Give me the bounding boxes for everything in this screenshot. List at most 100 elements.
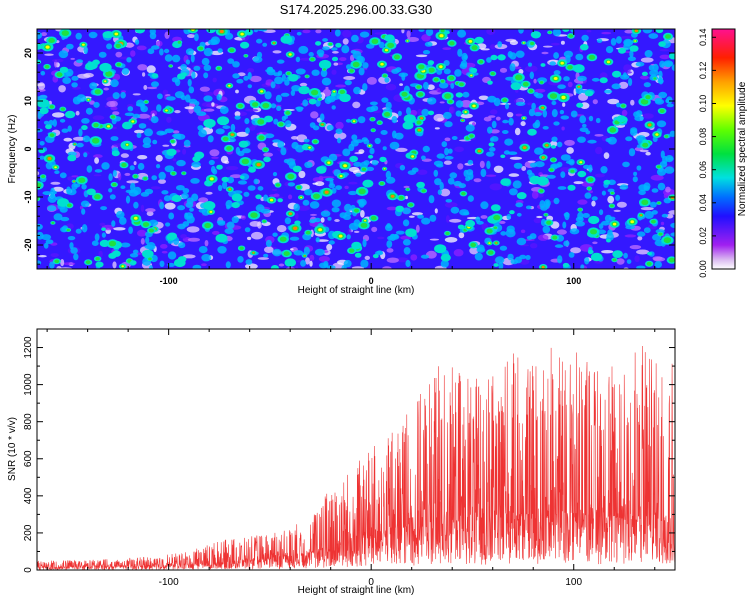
heatmap-peak [285, 210, 295, 217]
heatmap-mid-cell [421, 108, 430, 117]
heatmap-peak [618, 47, 626, 54]
heatmap-low-cell [155, 154, 163, 162]
heatmap-mid-cell [326, 95, 336, 103]
heatmap-peak-core [653, 77, 657, 80]
heatmap-mid-cell [230, 123, 236, 132]
heatmap-mid-cell [76, 142, 84, 148]
heatmap-peak [79, 41, 88, 48]
heatmap-peak-core [408, 203, 414, 207]
heatmap-mid-cell [320, 210, 331, 217]
heatmap-low-cell [377, 236, 385, 240]
heatmap-peak-ring [167, 232, 178, 240]
heatmap-peak-ring [497, 54, 506, 61]
heatmap-peak-ring [606, 238, 611, 243]
heatmap-peak-hot [634, 40, 637, 42]
heatmap-peak [666, 256, 675, 264]
heatmap-peak-hot [385, 48, 388, 52]
heatmap-low-cell [204, 240, 209, 247]
heatmap-peak [111, 150, 120, 157]
heatmap-peak [318, 121, 327, 128]
heatmap-mid-cell [491, 120, 497, 129]
heatmap-peak-core [169, 64, 173, 68]
heatmap-peak [257, 88, 266, 95]
heatmap-peak [59, 106, 67, 112]
heatmap-low-cell [143, 85, 148, 90]
heatmap-peak [468, 241, 478, 249]
heatmap-mid-cell [398, 72, 409, 78]
heatmap-low-cell [162, 144, 170, 147]
heatmap-low-cell [523, 239, 535, 241]
heatmap-peak [140, 220, 152, 229]
heatmap-peak-ring [395, 205, 405, 212]
heatmap-mid-cell [399, 164, 406, 171]
heatmap-peak-core [349, 69, 354, 73]
heatmap-peak [488, 142, 495, 147]
heatmap-low-cell [542, 45, 553, 48]
heatmap-peak-core [444, 93, 452, 99]
heatmap-peak [381, 110, 393, 119]
heatmap-peak [641, 71, 648, 77]
heatmap-low-cell [443, 160, 452, 165]
heatmap-mid-cell [111, 220, 116, 227]
heatmap-low-cell [124, 172, 131, 176]
heatmap-mid-cell [232, 73, 240, 79]
heatmap-low-cell [343, 76, 356, 80]
heatmap-low-cell [247, 68, 255, 73]
heatmap-peak [470, 67, 478, 74]
heatmap-peak-hot [308, 146, 311, 149]
heatmap-mid-cell [585, 130, 591, 135]
heatmap-mid-cell [85, 107, 93, 115]
heatmap-peak-core [49, 105, 54, 109]
heatmap-peak [239, 157, 252, 166]
heatmap-mid-cell [604, 89, 613, 94]
heatmap-peak [490, 204, 501, 212]
heatmap-peak-hot [553, 77, 558, 80]
heatmap-peak-ring [130, 260, 137, 266]
heatmap-mid-cell [636, 265, 646, 269]
heatmap-mid-cell [302, 99, 309, 107]
heatmap-mid-cell [436, 153, 445, 159]
heatmap-peak-ring [203, 118, 216, 128]
heatmap-low-cell [201, 102, 214, 108]
heatmap-mid-cell [644, 50, 653, 58]
heatmap-low-cell [230, 174, 243, 179]
heatmap-peak [387, 192, 398, 201]
heatmap-low-cell [110, 106, 118, 111]
heatmap-peak [132, 173, 139, 179]
heatmap-low-cell [234, 111, 241, 117]
heatmap-peak-ring [99, 62, 112, 73]
heatmap-peak-core [85, 260, 91, 265]
heatmap-low-cell [620, 36, 633, 39]
heatmap-mid-cell [565, 160, 575, 165]
heatmap-peak-ring [658, 41, 666, 47]
heatmap-peak [41, 42, 54, 52]
heatmap-peak-hot [560, 61, 564, 65]
heatmap-low-cell [201, 263, 207, 267]
spectrogram-ytick-label: 0 [23, 146, 33, 151]
heatmap-mid-cell [369, 101, 378, 106]
heatmap-low-cell [211, 102, 215, 107]
heatmap-peak-hot [364, 219, 367, 222]
heatmap-mid-cell [451, 136, 458, 140]
heatmap-low-cell [172, 130, 180, 134]
heatmap-peak-core [322, 68, 326, 71]
heatmap-low-cell [309, 213, 318, 216]
heatmap-mid-cell [669, 130, 675, 137]
heatmap-peak [206, 29, 216, 34]
snr-ylabel: SNR (10 * v/v) [7, 417, 18, 481]
heatmap-mid-cell [245, 259, 253, 265]
heatmap-mid-cell [556, 141, 563, 148]
heatmap-mid-cell [358, 67, 365, 76]
heatmap-peak-core [469, 134, 474, 138]
heatmap-peak-ring [142, 249, 154, 259]
heatmap-peak-core [258, 135, 265, 140]
heatmap-mid-cell [265, 239, 272, 247]
heatmap-peak [304, 74, 310, 79]
heatmap-peak [549, 74, 562, 83]
heatmap-mid-cell [666, 103, 674, 108]
heatmap-low-cell [326, 243, 333, 251]
heatmap-peak-hot [655, 133, 659, 136]
heatmap-mid-cell [395, 67, 402, 73]
heatmap-peak-ring [427, 110, 435, 116]
heatmap-mid-cell [293, 203, 300, 212]
